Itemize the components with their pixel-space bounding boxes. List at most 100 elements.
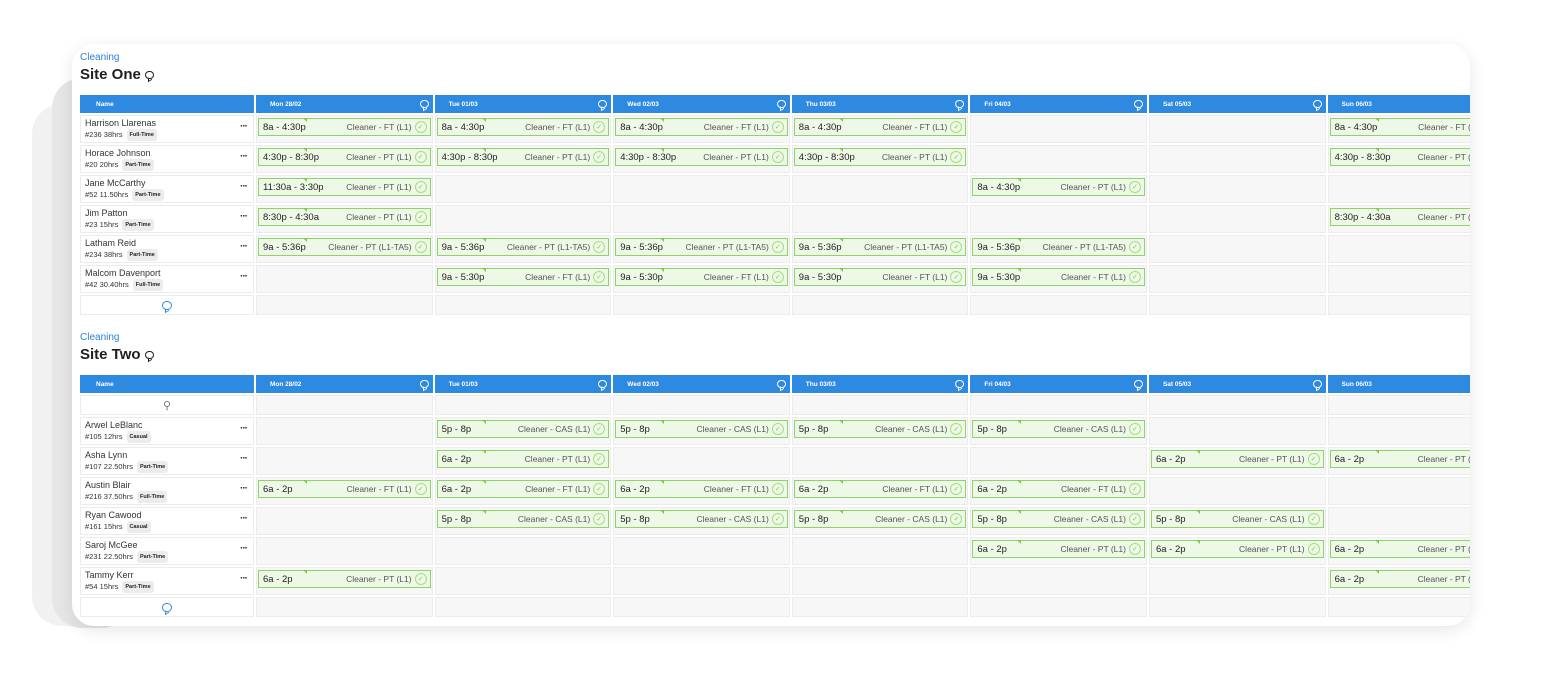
roster-cell-empty[interactable]: [1327, 235, 1470, 263]
shift-block[interactable]: 4:30p - 8:30p Cleaner - PT (L1)✓: [436, 148, 610, 166]
roster-cell-empty[interactable]: [256, 447, 433, 475]
roster-cell-empty[interactable]: [613, 395, 790, 415]
check-circle-icon[interactable]: ✓: [950, 423, 963, 435]
roster-cell-empty[interactable]: [791, 295, 969, 315]
check-circle-icon[interactable]: ✓: [771, 121, 784, 133]
chat-bubble-icon[interactable]: [955, 100, 965, 108]
shift-block[interactable]: 4:30p - 8:30p Cleaner - PT (L1)✓: [793, 148, 967, 166]
roster-cell-empty[interactable]: [1327, 477, 1470, 505]
check-circle-icon[interactable]: ✓: [771, 271, 784, 283]
check-circle-icon[interactable]: ✓: [950, 121, 963, 133]
roster-cell[interactable]: 9a - 5:36p Cleaner - PT (L1-TA5) ✓: [434, 235, 612, 263]
shift-block[interactable]: 9a - 5:36p Cleaner - PT (L1-TA5) ✓: [793, 238, 967, 256]
roster-cell[interactable]: 8a - 4:30p Cleaner - FT (L1)✓: [613, 115, 790, 143]
roster-cell-empty[interactable]: [434, 567, 612, 595]
check-circle-icon[interactable]: ✓: [593, 483, 606, 495]
roster-cell-empty[interactable]: [434, 395, 612, 415]
roster-cell-empty[interactable]: [434, 205, 612, 233]
roster-cell-empty[interactable]: [1148, 597, 1326, 617]
shift-block[interactable]: 5p - 8p Cleaner - CAS (L1) ✓: [793, 510, 967, 528]
check-circle-icon[interactable]: ✓: [593, 513, 606, 525]
roster-cell[interactable]: 9a - 5:30p Cleaner - FT (L1) ✓: [613, 265, 790, 293]
check-circle-icon[interactable]: ✓: [771, 151, 784, 163]
roster-cell-empty[interactable]: [1327, 417, 1470, 445]
roster-cell[interactable]: 5p - 8p Cleaner - CAS (L1) ✓: [1148, 507, 1326, 535]
column-header-day[interactable]: Wed 02/03: [613, 95, 790, 113]
roster-cell[interactable]: 5p - 8p Cleaner - CAS (L1) ✓: [791, 507, 969, 535]
add-chat-icon[interactable]: [162, 300, 172, 310]
chat-bubble-icon[interactable]: [1133, 380, 1143, 388]
roster-cell-empty[interactable]: [970, 447, 1147, 475]
roster-cell-empty[interactable]: [613, 537, 790, 565]
shift-block[interactable]: 6a - 2p Cleaner - FT (L1) ✓: [615, 480, 788, 498]
roster-cell-empty[interactable]: [256, 395, 433, 415]
roster-cell-empty[interactable]: [613, 447, 790, 475]
more-options-icon[interactable]: ···: [240, 513, 248, 524]
add-employee-row[interactable]: [80, 597, 254, 617]
check-circle-icon[interactable]: ✓: [771, 483, 784, 495]
check-circle-icon[interactable]: ✓: [1128, 483, 1141, 495]
roster-cell-empty[interactable]: [1148, 417, 1326, 445]
chat-bubble-icon[interactable]: [955, 380, 965, 388]
section-category-link[interactable]: Cleaning: [80, 52, 120, 63]
person-add-icon[interactable]: ⚲: [162, 399, 172, 412]
chat-bubble-icon[interactable]: [419, 380, 429, 388]
shift-block[interactable]: 5p - 8p Cleaner - CAS (L1) ✓: [615, 420, 788, 438]
check-circle-icon[interactable]: ✓: [414, 151, 427, 163]
roster-cell-empty[interactable]: [791, 537, 969, 565]
check-circle-icon[interactable]: ✓: [593, 423, 606, 435]
roster-cell-empty[interactable]: [970, 295, 1147, 315]
roster-cell[interactable]: 9a - 5:30p Cleaner - FT (L1) ✓: [434, 265, 612, 293]
roster-cell-empty[interactable]: [791, 175, 969, 203]
roster-cell-empty[interactable]: [970, 205, 1147, 233]
roster-cell-empty[interactable]: [1148, 567, 1326, 595]
check-circle-icon[interactable]: ✓: [414, 483, 427, 495]
roster-cell[interactable]: 5p - 8p Cleaner - CAS (L1) ✓: [434, 417, 612, 445]
chat-bubble-icon[interactable]: [1312, 100, 1322, 108]
roster-cell-empty[interactable]: [613, 295, 790, 315]
roster-cell-empty[interactable]: [256, 537, 433, 565]
roster-cell-empty[interactable]: [256, 295, 433, 315]
employee-cell[interactable]: Austin Blair #216 37.50hrs Full-Time ···: [80, 477, 254, 505]
shift-block[interactable]: 4:30p - 8:30p Cleaner - PT (L1)✓: [258, 148, 431, 166]
roster-cell[interactable]: 8a - 4:30p Cleaner - FT (L1)✓: [256, 115, 433, 143]
check-circle-icon[interactable]: ✓: [414, 211, 427, 223]
shift-block[interactable]: 5p - 8p Cleaner - CAS (L1) ✓: [436, 420, 610, 438]
check-circle-icon[interactable]: ✓: [414, 241, 427, 253]
shift-block[interactable]: 9a - 5:30p Cleaner - FT (L1) ✓: [436, 268, 610, 286]
shift-block[interactable]: 5p - 8p Cleaner - CAS (L1) ✓: [972, 510, 1145, 528]
shift-block[interactable]: 9a - 5:30p Cleaner - FT (L1) ✓: [793, 268, 967, 286]
roster-cell[interactable]: 6a - 2p Cleaner - FT (L1) ✓: [970, 477, 1147, 505]
check-circle-icon[interactable]: ✓: [1307, 543, 1320, 555]
roster-cell[interactable]: 6a - 2p Cleaner - FT (L1) ✓: [791, 477, 969, 505]
shift-block[interactable]: 8a - 4:30p Cleaner - FT (L1)✓: [436, 118, 610, 136]
chat-bubble-icon[interactable]: [598, 380, 608, 388]
roster-cell-empty[interactable]: [1327, 597, 1470, 617]
roster-cell-empty[interactable]: [1148, 145, 1326, 173]
roster-cell-empty[interactable]: [791, 447, 969, 475]
column-header-day[interactable]: Fri 04/03: [970, 375, 1147, 393]
roster-cell[interactable]: 6a - 2p Cleaner - FT (L1) ✓: [613, 477, 790, 505]
roster-cell-empty[interactable]: [1148, 235, 1326, 263]
employee-cell[interactable]: Jim Patton #23 15hrs Part-Time ···: [80, 205, 254, 233]
shift-block[interactable]: 8a - 4:30p Cleaner - FT (L1)✓: [793, 118, 967, 136]
roster-cell-empty[interactable]: [1148, 295, 1326, 315]
roster-cell-empty[interactable]: [1148, 477, 1326, 505]
roster-cell[interactable]: 9a - 5:36p Cleaner - PT (L1-TA5) ✓: [970, 235, 1147, 263]
more-options-icon[interactable]: ···: [240, 573, 248, 584]
roster-cell[interactable]: 5p - 8p Cleaner - CAS (L1) ✓: [613, 507, 790, 535]
roster-cell-empty[interactable]: [970, 145, 1147, 173]
column-header-day[interactable]: Sun 06/03: [1327, 375, 1470, 393]
